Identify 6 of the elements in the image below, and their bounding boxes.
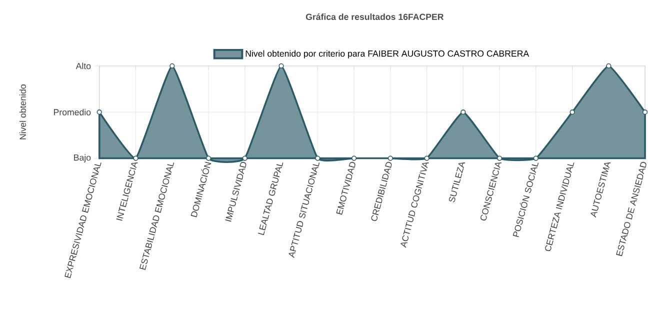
ref-line-label: Bajo <box>74 154 91 163</box>
ref-line-label: Promedio <box>54 109 91 116</box>
ref-line-label: Alto <box>76 62 91 70</box>
legend-label: Nivel obtenido por criterio para FAIBER AUGUSTO CASTRO CABRERA <box>246 50 530 59</box>
y-axis-title: Nivel obtenido <box>19 84 26 140</box>
chart-title: Gráfica de resultados 16FACPER <box>306 14 444 20</box>
